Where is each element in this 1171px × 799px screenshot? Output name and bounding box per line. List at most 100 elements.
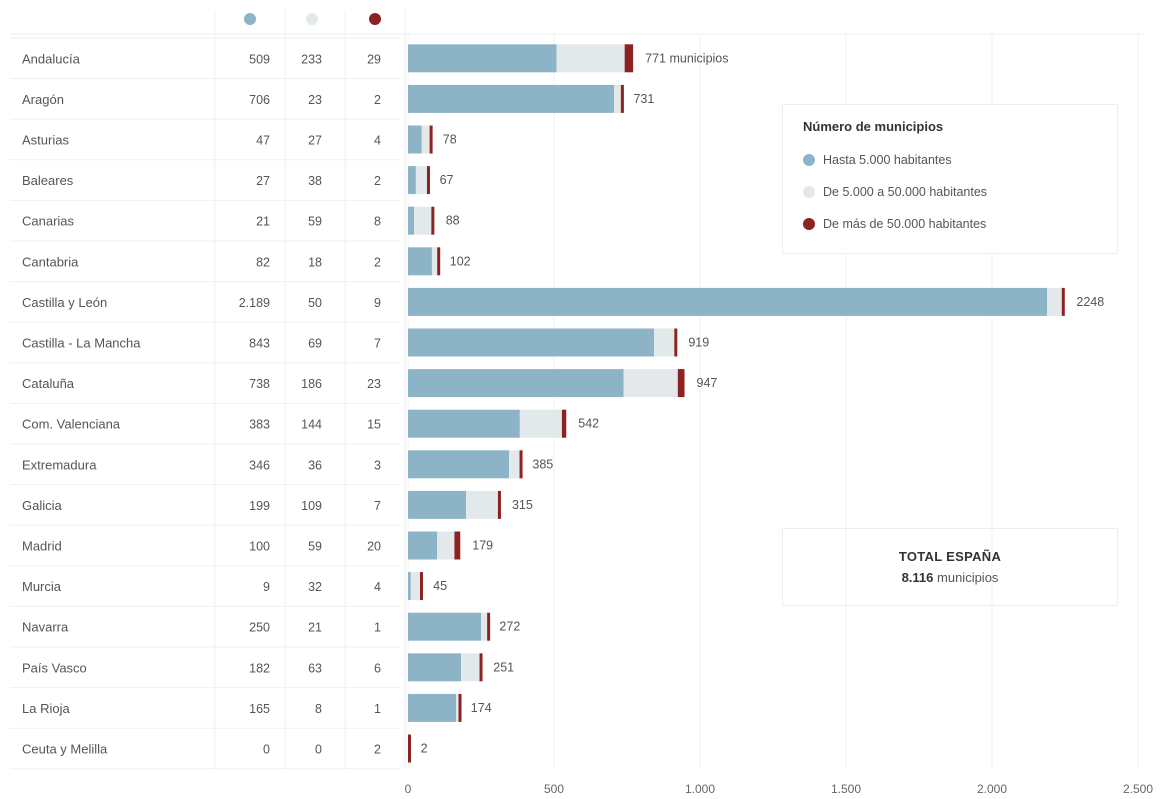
total-label: 78 [443,133,457,147]
category-label: La Rioja [22,701,70,716]
value-cell: 2 [374,255,381,269]
bar-segment [408,287,1048,316]
category-label: Aragón [22,92,64,107]
bar-segment [419,572,423,601]
bar-segment [408,653,462,682]
legend-label-small: Hasta 5.000 habitantes [823,153,952,167]
bar-segment [1061,287,1065,316]
bar-segment [556,44,625,73]
value-cell: 2.189 [239,296,270,310]
category-label: Castilla y León [22,295,107,310]
value-cell: 100 [249,540,270,554]
bar-segment [408,734,411,763]
total-label: 947 [697,376,718,390]
category-label: Extremadura [22,457,97,472]
value-cell: 59 [308,215,322,229]
legend-label-large: De más de 50.000 habitantes [823,217,987,231]
value-cell: 1 [374,702,381,716]
bar-segment [1047,287,1062,316]
bar-segment [408,84,615,113]
bar-segment [456,693,460,722]
bar-segment [437,247,441,276]
legend-title: Número de municipios [803,119,944,134]
total-label: 174 [471,701,492,715]
value-cell: 9 [374,296,381,310]
category-label: País Vasco [22,660,87,675]
legend-item-small: Hasta 5.000 habitantes [803,144,1097,176]
column-header-dot-2 [306,13,318,25]
total-label: 45 [433,579,447,593]
bar-segment [408,125,422,154]
bar-segment [614,84,621,113]
value-cell: 199 [249,499,270,513]
value-cell: 59 [308,540,322,554]
category-label: Andalucía [22,51,81,66]
total-label: 88 [446,214,460,228]
bar-segment [408,693,457,722]
legend-label-medium: De 5.000 a 50.000 habitantes [823,185,988,199]
bar-segment [408,450,510,479]
bar-segment [481,612,488,641]
legend: Número de municipios Hasta 5.000 habitan… [782,104,1118,254]
category-label: Ceuta y Melilla [22,742,108,757]
value-cell: 7 [374,337,381,351]
total-label: 771 municipios [645,51,728,65]
total-label: 385 [532,457,553,471]
value-cell: 21 [256,215,270,229]
value-cell: 18 [308,255,322,269]
total-label: 919 [688,336,709,350]
bar-segment [431,247,438,276]
value-cell: 165 [249,702,270,716]
category-label: Canarias [22,214,75,229]
value-cell: 36 [308,458,322,472]
x-tick-label: 1.000 [685,782,715,796]
value-cell: 109 [301,499,322,513]
total-label: 67 [440,173,454,187]
column-header-dot-3 [369,13,381,25]
bar-segment [410,572,420,601]
total-label: 102 [450,254,471,268]
x-tick-label: 0 [405,782,412,796]
category-label: Castilla - La Mancha [22,336,141,351]
bar-segment [408,612,481,641]
value-cell: 4 [374,134,381,148]
total-value: 8.116 [901,570,934,585]
value-cell: 50 [308,296,322,310]
value-cell: 2 [374,174,381,188]
x-tick-label: 2.000 [977,782,1007,796]
value-cell: 9 [263,580,270,594]
bar-segment [408,247,432,276]
bar-segment [677,369,685,398]
value-cell: 2 [374,93,381,107]
bar-segment [623,369,678,398]
bar-segment [408,166,416,195]
value-cell: 21 [308,621,322,635]
total-label: 315 [512,498,533,512]
legend-swatch-small [803,154,815,166]
bar-segment [561,409,567,438]
total-title: TOTAL ESPAÑA [898,549,1002,564]
value-cell: 0 [315,743,322,757]
value-cell: 23 [367,377,381,391]
value-cell: 7 [374,499,381,513]
bar-segment [479,653,483,682]
x-tick-label: 1.500 [831,782,861,796]
bar-segment [437,531,455,560]
value-cell: 509 [249,52,270,66]
bar-segment [509,450,520,479]
bar-segment [624,44,634,73]
column-header-dot-1 [244,13,256,25]
value-cell: 2 [374,743,381,757]
bar-segment [426,166,430,195]
bar-segment [497,490,501,519]
category-label: Galicia [22,498,63,513]
bar-segment [408,572,411,601]
value-cell: 186 [301,377,322,391]
total-label: 179 [472,539,493,553]
legend-item-medium: De 5.000 a 50.000 habitantes [803,176,1097,208]
category-label: Cantabria [22,254,79,269]
total-box: TOTAL ESPAÑA 8.116 municipios [782,528,1118,606]
bar-segment [408,44,557,73]
value-cell: 27 [256,174,270,188]
bar-segment [674,328,678,357]
